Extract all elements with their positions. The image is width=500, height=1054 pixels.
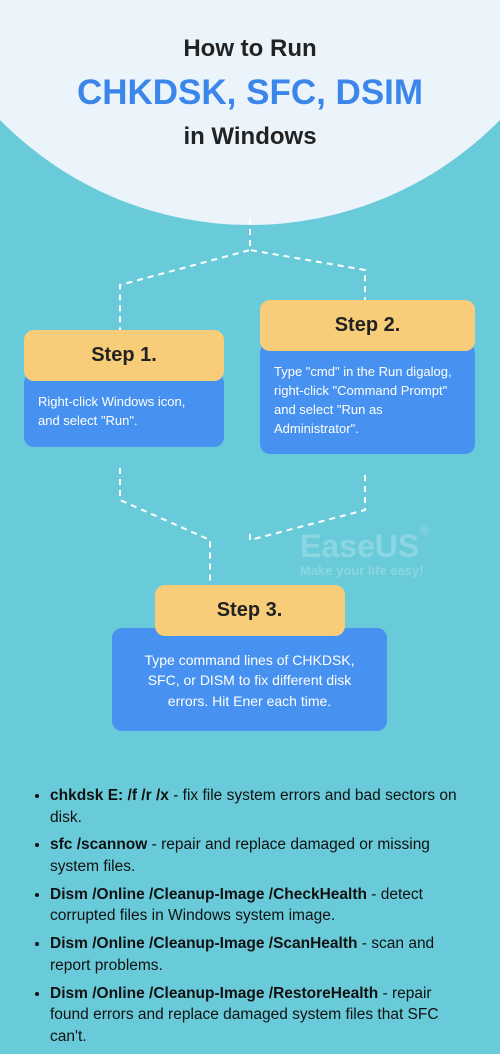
step-1-body: Right-click Windows icon, and select "Ru…: [24, 373, 224, 447]
command-list: chkdsk E: /f /r /x - fix file system err…: [50, 785, 470, 1054]
list-item: Dism /Online /Cleanup-Image /RestoreHeal…: [50, 983, 470, 1048]
step-2-body: Type "cmd" in the Run digalog, right-cli…: [260, 343, 475, 454]
brand-registered-icon: ®: [419, 522, 429, 538]
brand-tagline: Make your life easy!: [300, 563, 430, 578]
brand-name: EaseUS: [300, 528, 419, 564]
brand-watermark: EaseUS® Make your life easy!: [300, 528, 430, 578]
command-name: chkdsk E: /f /r /x: [50, 787, 169, 804]
header-howto: How to Run: [0, 35, 500, 63]
command-name: sfc /scannow: [50, 836, 147, 853]
step-2-card: Step 2. Type "cmd" in the Run digalog, r…: [260, 300, 475, 454]
step-1-title: Step 1.: [24, 330, 224, 381]
command-name: Dism /Online /Cleanup-Image /ScanHealth: [50, 935, 358, 952]
step-3-body: Type command lines of CHKDSK, SFC, or DI…: [112, 628, 387, 731]
header-title: CHKDSK, SFC, DSIM: [0, 73, 500, 113]
list-item: chkdsk E: /f /r /x - fix file system err…: [50, 785, 470, 828]
header-subtitle: in Windows: [0, 123, 500, 151]
list-item: Dism /Online /Cleanup-Image /CheckHealth…: [50, 884, 470, 927]
step-1-card: Step 1. Right-click Windows icon, and se…: [24, 330, 224, 447]
list-item: Dism /Online /Cleanup-Image /ScanHealth …: [50, 933, 470, 976]
header: How to Run CHKDSK, SFC, DSIM in Windows: [0, 0, 500, 151]
list-item: sfc /scannow - repair and replace damage…: [50, 834, 470, 877]
step-2-title: Step 2.: [260, 300, 475, 351]
step-3-title: Step 3.: [155, 585, 345, 636]
command-name: Dism /Online /Cleanup-Image /RestoreHeal…: [50, 985, 378, 1002]
step-3-card: Step 3. Type command lines of CHKDSK, SF…: [112, 585, 387, 731]
command-name: Dism /Online /Cleanup-Image /CheckHealth: [50, 886, 367, 903]
